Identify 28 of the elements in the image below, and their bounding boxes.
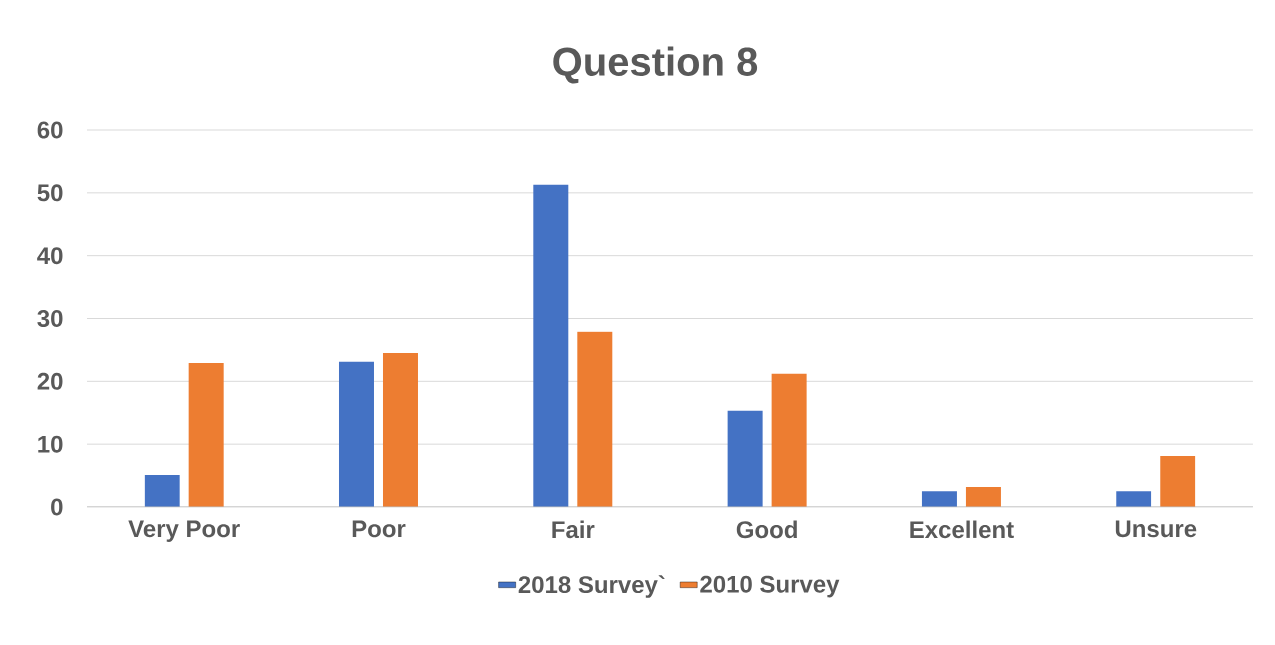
bar	[577, 331, 613, 507]
bar	[144, 474, 180, 507]
bar	[965, 486, 1001, 507]
x-tick-label: Good	[736, 520, 797, 539]
bar	[1160, 456, 1196, 507]
x-tick-label: Very Poor	[128, 520, 240, 543]
legend-label: 2010 Survey	[700, 575, 840, 598]
y-tick-label: 50	[37, 184, 63, 202]
y-tick-label: 60	[37, 121, 63, 139]
bar	[188, 363, 224, 507]
x-tick-label: Fair	[552, 520, 595, 539]
bar	[921, 491, 957, 507]
x-tick-label: Excellent	[910, 520, 1014, 539]
y-tick-label: 30	[37, 309, 63, 327]
x-tick-label: Unsure	[1115, 520, 1197, 538]
bar	[1116, 491, 1152, 507]
bar	[771, 373, 807, 507]
y-tick-label: 20	[37, 372, 63, 390]
bar	[338, 361, 374, 507]
chart-title: Question 8	[553, 46, 758, 84]
legend-label: 2018 Survey`	[518, 575, 665, 598]
y-tick-label: 10	[38, 435, 63, 453]
bar	[533, 184, 569, 507]
bar	[727, 410, 763, 507]
x-tick-label: Poor	[352, 520, 406, 538]
bar	[382, 353, 418, 507]
y-tick-label: 0	[51, 498, 63, 516]
y-tick-label: 40	[37, 247, 63, 265]
